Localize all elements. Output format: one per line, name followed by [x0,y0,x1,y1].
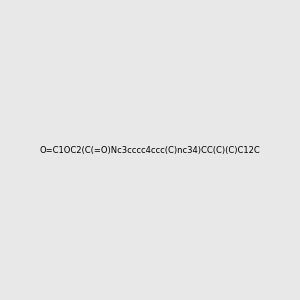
Text: O=C1OC2(C(=O)Nc3cccc4ccc(C)nc34)CC(C)(C)C12C: O=C1OC2(C(=O)Nc3cccc4ccc(C)nc34)CC(C)(C)… [40,146,260,154]
